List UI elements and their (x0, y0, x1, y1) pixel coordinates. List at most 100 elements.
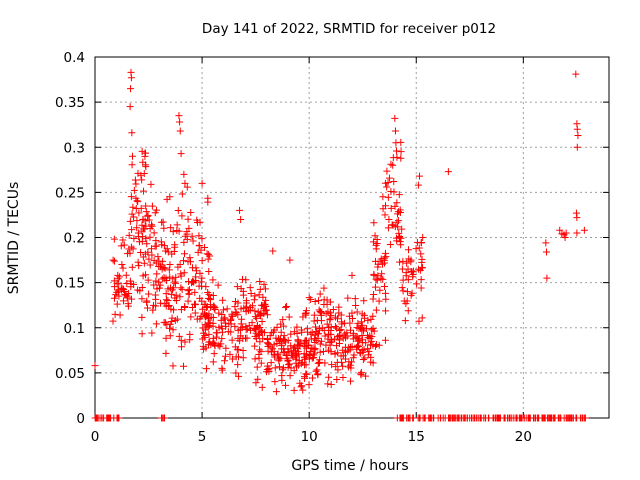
x-tick-label: 20 (515, 429, 532, 445)
data-point (145, 255, 153, 263)
data-point (128, 152, 136, 160)
data-point (219, 306, 227, 314)
data-point (199, 324, 207, 332)
data-point (234, 353, 242, 361)
data-point (246, 326, 254, 334)
data-point (338, 320, 346, 328)
data-point (346, 326, 354, 334)
data-point (178, 285, 186, 293)
data-point (147, 180, 155, 188)
data-point (236, 206, 244, 214)
data-point (142, 208, 150, 216)
data-point (393, 210, 401, 218)
data-point (355, 336, 363, 344)
data-point (127, 193, 135, 201)
data-point (417, 276, 425, 284)
data-point (428, 414, 436, 422)
data-point (162, 296, 170, 304)
data-point (169, 228, 177, 236)
data-point (176, 260, 184, 268)
data-point (256, 324, 264, 332)
data-point (293, 323, 301, 331)
data-point (251, 326, 259, 334)
data-point (264, 347, 272, 355)
data-point (542, 248, 550, 256)
data-point (415, 317, 423, 325)
data-point (186, 254, 194, 262)
data-point (289, 347, 297, 355)
data-point (402, 269, 410, 277)
data-point (326, 315, 334, 323)
data-point (403, 259, 411, 267)
data-point (382, 253, 390, 261)
data-point (390, 178, 398, 186)
data-point (294, 361, 302, 369)
data-point (158, 414, 166, 422)
data-point (114, 271, 122, 279)
data-point (384, 224, 392, 232)
data-point (198, 297, 206, 305)
data-point (337, 352, 345, 360)
data-point (353, 308, 361, 316)
data-point (369, 295, 377, 303)
data-point (370, 270, 378, 278)
data-point (198, 274, 206, 282)
data-point (384, 178, 392, 186)
data-point (275, 363, 283, 371)
data-point (303, 370, 311, 378)
data-point (264, 340, 272, 348)
data-point (163, 245, 171, 253)
data-point (252, 335, 260, 343)
data-point (318, 324, 326, 332)
data-point (258, 318, 266, 326)
data-point (371, 283, 379, 291)
data-point (139, 225, 147, 233)
data-point (218, 311, 226, 319)
data-point (389, 154, 397, 162)
data-point (282, 351, 290, 359)
data-point (444, 168, 452, 176)
data-point (134, 198, 142, 206)
data-point (144, 304, 152, 312)
data-point (256, 285, 264, 293)
data-point (342, 334, 350, 342)
data-point (387, 204, 395, 212)
data-point (159, 218, 167, 226)
data-point (386, 240, 394, 248)
data-point (228, 336, 236, 344)
data-point (347, 358, 355, 366)
data-point (115, 280, 123, 288)
data-point (379, 193, 387, 201)
data-point (358, 310, 366, 318)
data-point (531, 414, 539, 422)
data-point (561, 234, 569, 241)
data-point (130, 213, 138, 221)
data-point (414, 181, 422, 189)
data-point (209, 276, 217, 284)
data-point (141, 152, 149, 160)
data-point (167, 224, 175, 232)
data-point (369, 312, 377, 320)
data-point (319, 347, 327, 355)
data-point (249, 302, 257, 310)
data-point (399, 287, 407, 295)
data-point (180, 362, 188, 370)
data-point (292, 351, 300, 359)
data-point (116, 311, 124, 319)
y-tick-label: 0.2 (64, 231, 85, 247)
data-point (293, 363, 301, 371)
data-point (169, 275, 177, 283)
data-point (204, 288, 212, 296)
data-point (137, 171, 145, 179)
data-point (273, 323, 281, 331)
data-point (119, 285, 127, 293)
data-point (141, 161, 149, 169)
data-point (381, 336, 389, 344)
data-point (416, 266, 424, 274)
data-point (299, 313, 307, 321)
data-point (562, 414, 570, 422)
data-point (278, 376, 286, 384)
data-point (331, 313, 339, 321)
data-point (399, 276, 407, 284)
